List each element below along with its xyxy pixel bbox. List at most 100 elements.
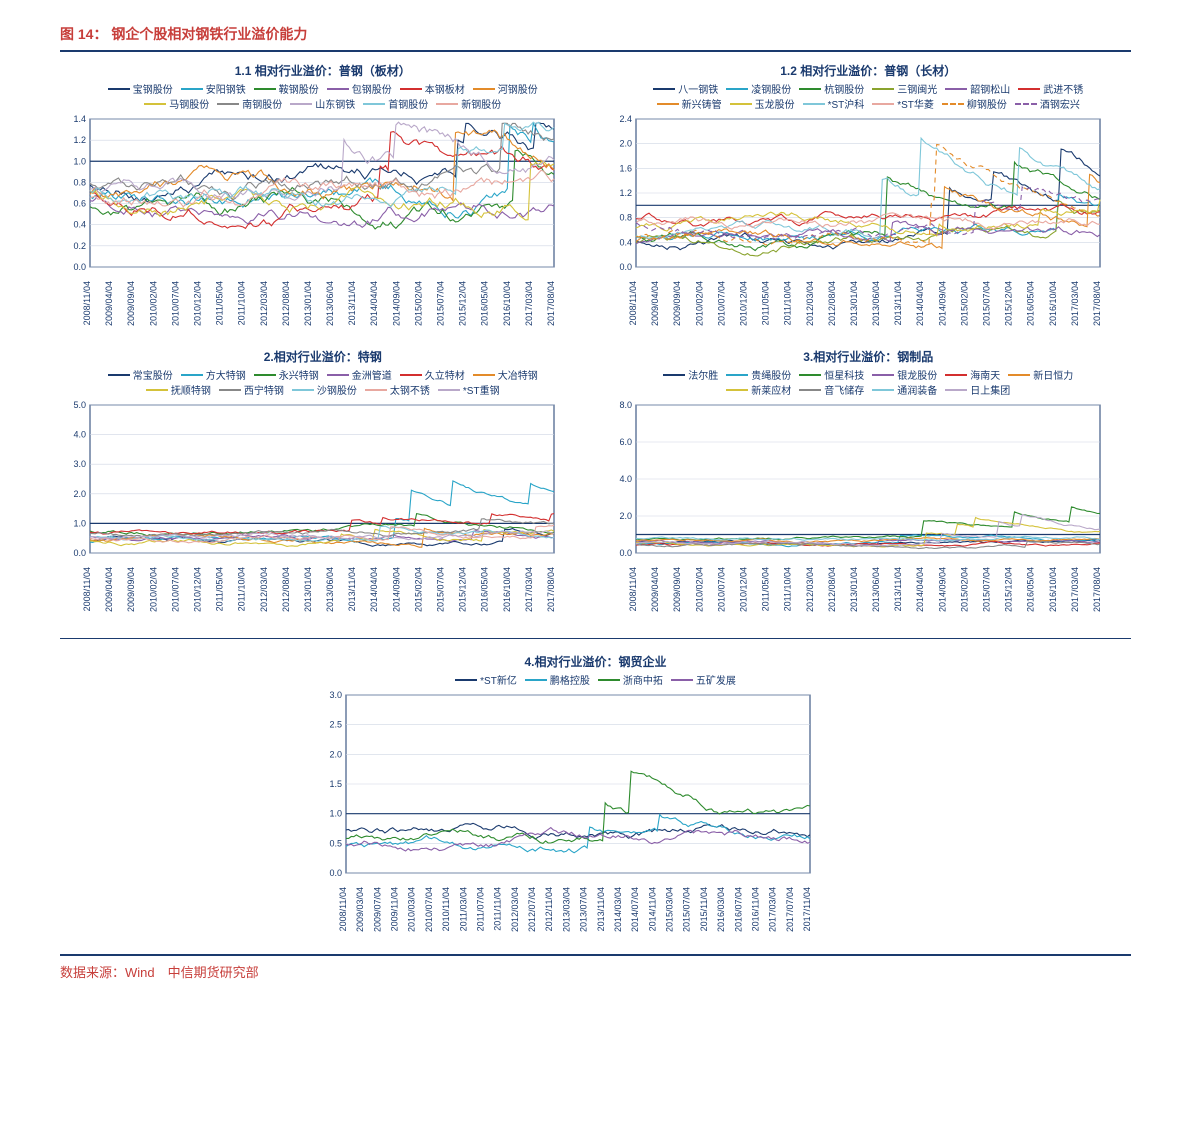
svg-text:2011/05/04: 2011/05/04 <box>760 281 770 325</box>
svg-text:0.6: 0.6 <box>73 199 86 209</box>
legend-label: 南钢股份 <box>242 96 282 111</box>
svg-text:0.0: 0.0 <box>73 262 86 272</box>
panel-3: 2.相对行业溢价：特钢 常宝股份方大特钢永兴特钢金洲管道久立特材大冶特钢抚顺特钢… <box>60 348 586 624</box>
svg-text:2015/07/04: 2015/07/04 <box>981 281 991 326</box>
svg-text:2009/04/04: 2009/04/04 <box>650 281 660 326</box>
legend-label: 五矿发展 <box>696 672 736 687</box>
legend-swatch <box>945 88 967 90</box>
legend-label: 方大特钢 <box>206 367 246 382</box>
legend-label: 银龙股份 <box>897 367 937 382</box>
svg-text:2009/04/04: 2009/04/04 <box>104 281 114 326</box>
legend-swatch <box>872 88 894 90</box>
legend-item: 方大特钢 <box>181 367 246 382</box>
svg-text:2009/09/04: 2009/09/04 <box>126 567 136 612</box>
legend-label: 包钢股份 <box>352 81 392 96</box>
svg-text:2014/04/04: 2014/04/04 <box>915 281 925 326</box>
legend-label: 音飞储存 <box>824 382 864 397</box>
svg-text:2011/05/04: 2011/05/04 <box>215 567 225 611</box>
legend-swatch <box>290 103 312 105</box>
legend-item: 永兴特钢 <box>254 367 319 382</box>
svg-text:1.0: 1.0 <box>73 518 86 528</box>
svg-text:2010/11/04: 2010/11/04 <box>441 887 451 931</box>
legend-label: 柳钢股份 <box>967 96 1007 111</box>
legend-swatch <box>726 88 748 90</box>
svg-text:2016/03/04: 2016/03/04 <box>716 887 726 932</box>
legend-item: 杭钢股份 <box>799 81 864 96</box>
svg-text:2010/07/04: 2010/07/04 <box>423 887 433 932</box>
legend-item: 贵绳股份 <box>726 367 791 382</box>
svg-text:2012/08/04: 2012/08/04 <box>281 281 291 326</box>
svg-text:2012/08/04: 2012/08/04 <box>826 567 836 612</box>
svg-text:2012/03/04: 2012/03/04 <box>259 567 269 612</box>
svg-text:2014/09/04: 2014/09/04 <box>391 281 401 326</box>
legend-swatch <box>473 374 495 376</box>
svg-text:2011/10/04: 2011/10/04 <box>237 567 247 611</box>
legend-label: *ST新亿 <box>480 672 517 687</box>
legend-swatch <box>363 103 385 105</box>
svg-text:2015/03/04: 2015/03/04 <box>664 887 674 932</box>
svg-text:2014/04/04: 2014/04/04 <box>915 567 925 612</box>
svg-text:2010/02/04: 2010/02/04 <box>148 567 158 612</box>
legend-item: 新莱应材 <box>726 382 791 397</box>
svg-text:2017/03/04: 2017/03/04 <box>767 887 777 932</box>
svg-text:2008/11/04: 2008/11/04 <box>628 567 638 611</box>
panel-4: 3.相对行业溢价：钢制品 法尔胜贵绳股份恒星科技银龙股份海南天新日恒力新莱应材音… <box>606 348 1132 624</box>
svg-text:2012/03/04: 2012/03/04 <box>259 281 269 326</box>
legend-item: 音飞储存 <box>799 382 864 397</box>
legend-label: 新莱应材 <box>751 382 791 397</box>
svg-text:2013/06/04: 2013/06/04 <box>871 567 881 612</box>
legend-label: 三钢闽光 <box>897 81 937 96</box>
charts-grid: 1.1 相对行业溢价：普钢（板材） 宝钢股份安阳钢铁鞍钢股份包钢股份本钢板材河钢… <box>60 62 1131 624</box>
panel-4-title: 3.相对行业溢价：钢制品 <box>606 348 1132 365</box>
svg-text:2010/02/04: 2010/02/04 <box>694 567 704 612</box>
legend-item: 河钢股份 <box>473 81 538 96</box>
svg-text:2009/04/04: 2009/04/04 <box>104 567 114 612</box>
svg-text:2010/07/04: 2010/07/04 <box>170 567 180 612</box>
legend-swatch <box>803 103 825 105</box>
svg-text:2013/01/04: 2013/01/04 <box>848 281 858 326</box>
legend-swatch <box>726 374 748 376</box>
legend-label: *ST沪科 <box>828 96 865 111</box>
legend-item: 沙钢股份 <box>292 382 357 397</box>
legend-label: 恒星科技 <box>824 367 864 382</box>
legend-swatch <box>436 103 458 105</box>
legend-label: 浙商中拓 <box>623 672 663 687</box>
legend-swatch <box>942 103 964 105</box>
svg-text:2010/07/04: 2010/07/04 <box>716 281 726 326</box>
svg-text:4.0: 4.0 <box>619 474 632 484</box>
legend-item: 韶钢松山 <box>945 81 1010 96</box>
legend-swatch <box>1015 103 1037 105</box>
svg-text:2009/07/04: 2009/07/04 <box>372 887 382 932</box>
series-line <box>346 771 810 843</box>
svg-text:2008/11/04: 2008/11/04 <box>628 281 638 325</box>
svg-text:2017/08/04: 2017/08/04 <box>1092 567 1102 612</box>
svg-text:2015/02/04: 2015/02/04 <box>413 281 423 326</box>
legend-swatch <box>1018 88 1040 90</box>
legend-item: 安阳钢铁 <box>181 81 246 96</box>
svg-text:2017/08/04: 2017/08/04 <box>546 281 556 326</box>
svg-text:2011/05/04: 2011/05/04 <box>760 567 770 611</box>
svg-text:2012/07/04: 2012/07/04 <box>527 887 537 932</box>
svg-text:2011/11/04: 2011/11/04 <box>492 887 502 931</box>
legend-label: 大冶特钢 <box>498 367 538 382</box>
panel-5-chart: 0.00.51.01.52.02.53.02008/11/042009/03/0… <box>316 689 876 944</box>
svg-text:2012/08/04: 2012/08/04 <box>826 281 836 326</box>
svg-text:2015/12/04: 2015/12/04 <box>458 567 468 612</box>
svg-text:2013/11/04: 2013/11/04 <box>893 567 903 611</box>
svg-text:0.0: 0.0 <box>73 548 86 558</box>
legend-label: 凌钢股份 <box>751 81 791 96</box>
svg-text:2013/11/04: 2013/11/04 <box>893 281 903 325</box>
legend-label: 武进不锈 <box>1043 81 1083 96</box>
svg-text:2013/06/04: 2013/06/04 <box>871 281 881 326</box>
legend-item: 银龙股份 <box>872 367 937 382</box>
svg-text:2013/11/04: 2013/11/04 <box>595 887 605 931</box>
panel-2-legend: 八一钢铁凌钢股份杭钢股份三钢闽光韶钢松山武进不锈新兴铸管玉龙股份*ST沪科*ST… <box>628 81 1108 111</box>
svg-text:2015/02/04: 2015/02/04 <box>413 567 423 612</box>
legend-item: 太钢不锈 <box>365 382 430 397</box>
svg-text:2013/03/04: 2013/03/04 <box>561 887 571 932</box>
svg-text:1.0: 1.0 <box>73 156 86 166</box>
svg-text:2010/07/04: 2010/07/04 <box>170 281 180 326</box>
legend-label: 首钢股份 <box>388 96 428 111</box>
svg-text:2016/10/04: 2016/10/04 <box>1047 281 1057 326</box>
legend-swatch <box>726 389 748 391</box>
